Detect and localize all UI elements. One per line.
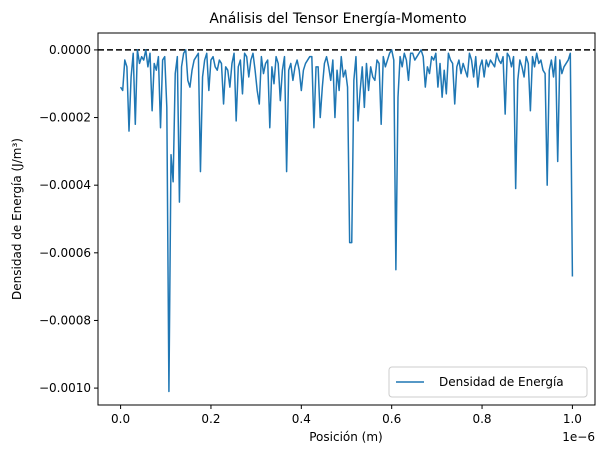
chart-title: Análisis del Tensor Energía-Momento	[209, 11, 466, 27]
legend-label: Densidad de Energía	[439, 375, 564, 389]
y-tick-label: −0.0010	[39, 381, 91, 395]
x-tick-label: 0.8	[472, 412, 491, 426]
y-tick-label: −0.0008	[39, 313, 91, 327]
x-tick-label: 0.6	[382, 412, 401, 426]
y-tick-label: −0.0004	[39, 178, 91, 192]
series-line-0	[119, 49, 574, 393]
plot-frame	[97, 32, 596, 406]
x-offset-label: 1e−6	[562, 430, 595, 444]
legend: Densidad de Energía	[388, 366, 588, 398]
plot-area	[98, 33, 595, 405]
x-axis-label: Posición (m)	[309, 430, 382, 444]
y-tick-label: −0.0006	[39, 246, 91, 260]
y-tick-label: −0.0002	[39, 111, 91, 125]
y-axis-label: Densidad de Energía (J/m³)	[10, 138, 24, 300]
x-tick-label: 0.0	[111, 412, 130, 426]
y-tick-label: 0.0000	[49, 43, 91, 57]
x-tick-label: 0.4	[292, 412, 311, 426]
x-tick-label: 0.2	[201, 412, 220, 426]
x-tick-label: 1.0	[563, 412, 582, 426]
legend-box	[388, 366, 588, 398]
